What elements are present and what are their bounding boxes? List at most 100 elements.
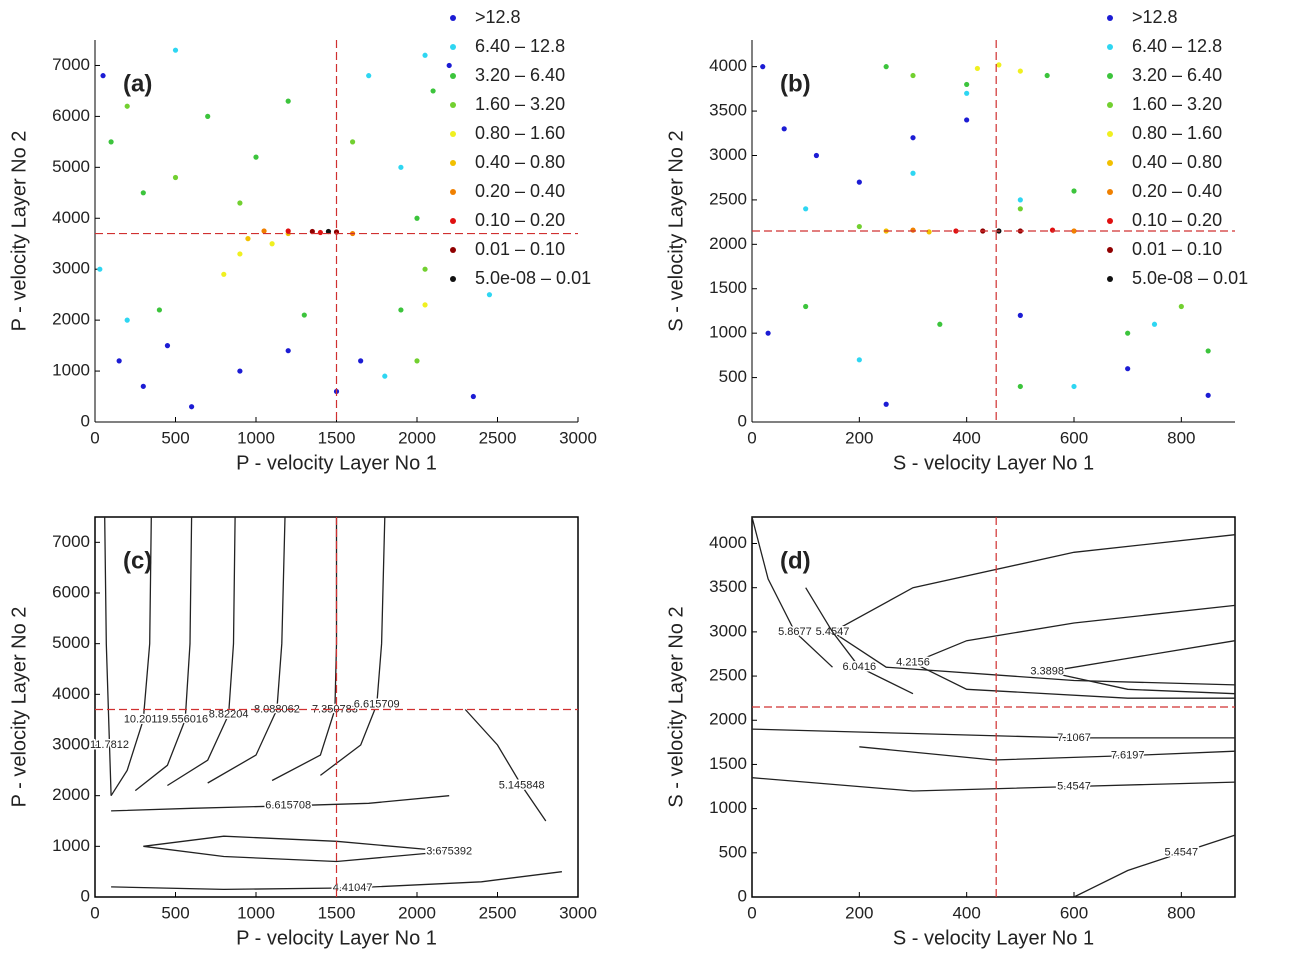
panel-label: (c) [123, 547, 152, 574]
y-tick-label: 7000 [52, 55, 90, 74]
legend-label: 0.40 – 0.80 [1132, 152, 1222, 172]
legend-marker [1107, 73, 1113, 79]
panel-label: (d) [780, 547, 811, 574]
scatter-point [1071, 188, 1077, 194]
scatter-point [1205, 392, 1211, 398]
x-tick-label: 0 [747, 903, 756, 922]
scatter-point [937, 321, 943, 327]
scatter-point [1017, 383, 1023, 390]
contour-label: 4.41047 [333, 882, 373, 894]
scatter-point [1125, 366, 1131, 372]
y-tick-label: 1000 [709, 323, 747, 342]
x-tick-label: 800 [1167, 428, 1195, 447]
y-tick-label: 7000 [52, 532, 90, 551]
scatter-point [883, 64, 889, 70]
legend-marker [1107, 276, 1113, 282]
scatter-point [398, 164, 404, 170]
contour-label: 10.2011 [124, 714, 163, 726]
legend-label: 0.10 – 0.20 [475, 210, 565, 230]
scatter-point [285, 348, 291, 354]
scatter-point [856, 179, 862, 185]
scatter-point [156, 307, 162, 313]
x-tick-label: 1000 [237, 428, 275, 447]
contour-line [1073, 834, 1236, 898]
scatter-point [964, 90, 970, 96]
panel-label: (b) [780, 70, 811, 97]
x-tick-label: 800 [1167, 903, 1195, 922]
scatter-point [1151, 321, 1158, 327]
scatter-point [883, 401, 889, 407]
x-tick-label: 500 [161, 428, 189, 447]
legend-marker [1107, 102, 1113, 108]
y-axis-label: S - velocity Layer No 2 [665, 130, 687, 331]
legend-label: 0.10 – 0.20 [1132, 210, 1222, 230]
scatter-point [996, 62, 1002, 68]
x-axis-label: P - velocity Layer No 1 [236, 927, 437, 949]
y-tick-label: 2000 [709, 710, 747, 729]
scatter-point [189, 404, 195, 410]
legend-marker [1107, 247, 1113, 253]
legend-marker [450, 276, 456, 282]
y-tick-label: 3000 [709, 621, 747, 640]
scatter-point [100, 73, 106, 79]
y-tick-label: 2500 [709, 189, 747, 208]
scatter-point [108, 139, 114, 145]
contour-label: 8.82204 [209, 709, 249, 721]
scatter-point [1044, 72, 1050, 79]
legend-marker [1107, 131, 1113, 137]
scatter-point [253, 154, 259, 160]
scatter-point [760, 64, 766, 70]
legend-marker [1107, 189, 1113, 195]
y-tick-label: 0 [81, 886, 90, 905]
scatter-point [1071, 383, 1077, 390]
legend-marker [450, 247, 456, 253]
scatter-point [124, 103, 130, 109]
scatter-point [164, 343, 171, 349]
legend-marker [450, 44, 456, 50]
scatter-point [172, 174, 179, 181]
y-tick-label: 6000 [52, 106, 90, 125]
y-tick-label: 1500 [709, 278, 747, 297]
contour-label: 11.7812 [90, 739, 129, 751]
contour-label: 7.350783 [312, 703, 358, 715]
y-tick-label: 3500 [709, 577, 747, 596]
contour-line [805, 587, 914, 695]
scatter-point [1178, 303, 1184, 310]
scatter-point [486, 292, 493, 298]
scatter-point [1205, 348, 1211, 354]
x-tick-label: 400 [952, 903, 980, 922]
legend-label: 1.60 – 3.20 [475, 94, 565, 114]
legend-label: 0.80 – 1.60 [475, 123, 565, 143]
scatter-point [910, 72, 916, 79]
scatter-point [350, 139, 356, 145]
x-tick-label: 0 [90, 903, 99, 922]
x-axis-label: P - velocity Layer No 1 [236, 452, 437, 474]
contour-line [1047, 640, 1236, 695]
legend-label: 0.20 – 0.40 [1132, 181, 1222, 201]
scatter-point [237, 368, 243, 374]
scatter-point [245, 236, 251, 242]
panel-label: (a) [123, 70, 152, 97]
legend-label: 5.0e-08 – 0.01 [475, 268, 591, 288]
scatter-point [926, 229, 932, 235]
legend-marker [1107, 160, 1113, 166]
contour-line [911, 604, 1236, 699]
legend-label: 0.01 – 0.10 [1132, 239, 1222, 259]
contour-label: 5.145848 [499, 779, 545, 791]
scatter-point [470, 393, 476, 400]
legend-label: 1.60 – 3.20 [1132, 94, 1222, 114]
scatter-point [414, 215, 420, 221]
scatter-point [910, 227, 916, 233]
y-tick-label: 1000 [52, 836, 90, 855]
panel: 0 500 1000 1500 2000 2500 3000 0 1000 2000 3000 400… [8, 516, 597, 949]
legend-label: 5.0e-08 – 0.01 [1132, 268, 1248, 288]
scatter-point [803, 303, 809, 310]
scatter-point [269, 241, 275, 247]
y-tick-label: 2000 [52, 310, 90, 329]
panel: 0 500 1000 1500 2000 2500 3000 0 1000 2000 3000 400… [8, 7, 597, 475]
y-tick-label: 500 [719, 842, 747, 861]
legend-marker [450, 189, 456, 195]
scatter-point [803, 206, 809, 212]
y-tick-label: 0 [738, 411, 747, 430]
